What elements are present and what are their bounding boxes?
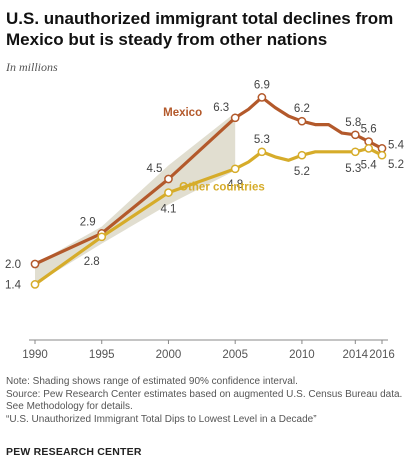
series-label-other: Other countries: [179, 182, 265, 194]
org-name: PEW RESEARCH CENTER: [6, 446, 142, 458]
methodology-text: See Methodology for details.: [6, 401, 133, 412]
data-label: 5.4: [361, 159, 378, 171]
data-point: [257, 93, 267, 102]
x-tick-label: 2010: [289, 349, 315, 361]
data-point: [230, 164, 240, 174]
data-label: 5.2: [294, 166, 310, 178]
data-label: 2.9: [80, 216, 96, 228]
line-chart: 1990 1995 2000 2005 2010 2014 2016 2.0 2.9 4.5 6.3…: [5, 79, 405, 361]
data-label: 6.9: [254, 79, 270, 91]
data-label: 1.4: [5, 279, 22, 291]
series-line: [34, 146, 383, 286]
x-tick-label: 2000: [156, 349, 182, 361]
data-point: [230, 113, 240, 123]
x-tick-label: 2005: [222, 349, 248, 361]
source-text: Source: Pew Research Center estimates ba…: [6, 388, 403, 400]
chart-notes: Note: Shading shows range of estimated 9…: [6, 376, 411, 426]
data-point: [30, 280, 40, 289]
data-point: [164, 188, 173, 197]
data-point: [377, 150, 387, 160]
report-title: “U.S. Unauthorized Immigrant Total Dips …: [6, 413, 317, 425]
series-line: [34, 95, 383, 266]
data-label: 5.3: [254, 134, 270, 146]
data-label: 5.3: [345, 163, 361, 175]
data-label: 6.2: [294, 103, 310, 115]
data-point: [364, 144, 374, 153]
data-label: 5.8: [345, 117, 361, 129]
x-tick-label: 2016: [369, 349, 395, 361]
data-label: 4.8: [227, 179, 243, 191]
data-label: 4.5: [146, 163, 162, 175]
x-tick-label: 2014: [343, 349, 369, 361]
x-tick-label: 1995: [89, 349, 115, 361]
data-label: 4.1: [160, 204, 176, 216]
data-point: [297, 116, 307, 126]
chart-title: U.S. unauthorized immigrant total declin…: [6, 9, 394, 49]
data-label: 2.8: [84, 256, 100, 268]
chart-subtitle: In millions: [6, 60, 58, 74]
data-point: [97, 232, 107, 242]
data-label: 5.2: [388, 159, 404, 171]
x-tick-label: 1990: [22, 349, 48, 361]
data-point: [30, 259, 40, 269]
data-point: [297, 150, 307, 160]
data-point: [164, 174, 173, 184]
data-label: 5.4: [388, 139, 405, 151]
series-label-mexico: Mexico: [163, 107, 202, 119]
data-label: 5.6: [361, 124, 377, 136]
note-text: Note: Shading shows range of estimated 9…: [6, 376, 298, 387]
data-point: [350, 147, 360, 157]
data-point: [257, 147, 267, 157]
data-label: 6.3: [213, 102, 229, 114]
confidence-band: [35, 112, 236, 285]
data-point: [350, 130, 360, 140]
data-label: 2.0: [5, 259, 21, 271]
